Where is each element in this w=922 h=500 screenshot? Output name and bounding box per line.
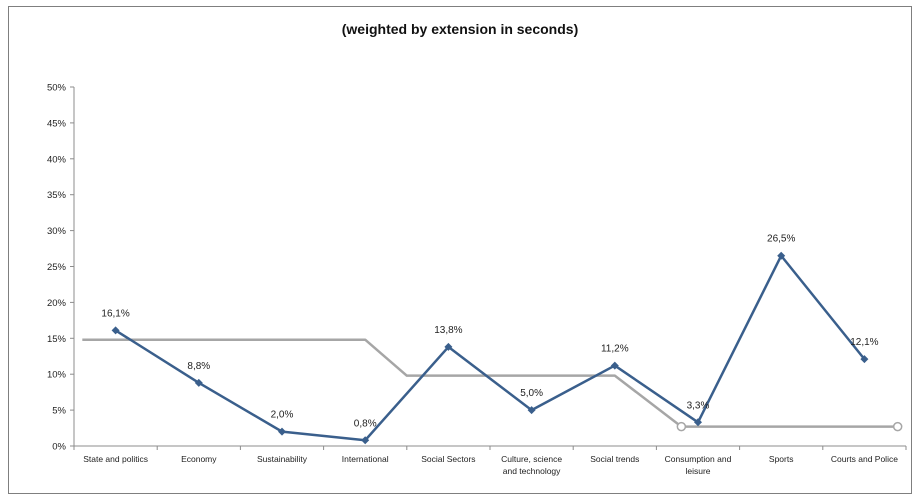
x-category-label: Social Sectors	[421, 454, 475, 464]
main-series-point	[527, 406, 536, 415]
main-series-point	[111, 326, 120, 335]
data-label: 2,0%	[271, 410, 294, 421]
chart-frame: (weighted by extension in seconds) 0% 5% 1…	[8, 6, 912, 494]
data-label: 12,1%	[850, 337, 878, 348]
data-label: 13,8%	[434, 325, 462, 336]
main-series-line	[114, 254, 866, 442]
x-category-label: Consumption and leisure	[665, 454, 732, 476]
data-label: 26,5%	[767, 234, 795, 245]
data-label: 3,3%	[687, 400, 710, 411]
y-tick-label: 15%	[47, 334, 67, 345]
main-series-point	[361, 436, 370, 445]
y-tick-label: 50%	[47, 83, 67, 94]
main-series-point	[694, 418, 702, 427]
data-label: 5,0%	[520, 388, 543, 399]
main-series-point	[278, 427, 286, 436]
main-series-point	[194, 378, 203, 387]
y-tick-label: 35%	[47, 190, 67, 201]
main-series-point	[860, 355, 869, 364]
x-category-label: State and politics	[83, 454, 148, 464]
y-tick-label: 20%	[47, 298, 67, 309]
x-category-label: International	[342, 454, 389, 464]
main-series-point	[610, 361, 619, 370]
x-category-label: Courts and Police	[831, 454, 898, 464]
reference-series-marker	[892, 421, 903, 432]
x-category-label: Sports	[769, 454, 794, 464]
main-series-point	[777, 251, 786, 260]
data-label: 8,8%	[187, 361, 210, 372]
reference-series-line	[82, 338, 898, 428]
data-label: 11,2%	[601, 344, 629, 355]
x-category-label: Economy	[181, 454, 217, 464]
y-tick-label: 25%	[47, 262, 67, 273]
y-tick-label: 45%	[47, 118, 67, 129]
x-category-label: Sustainability	[257, 454, 308, 464]
y-tick-label: 40%	[47, 154, 67, 165]
y-tick-label: 10%	[47, 370, 67, 381]
line-chart: 0% 5% 10% 15% 20% 25% 30% 35% 40% 45% 50% State and…	[47, 83, 907, 476]
data-label: 16,1%	[101, 308, 129, 319]
x-category-label: Social trends	[590, 454, 639, 464]
x-category-label: Culture, science and technology	[501, 454, 562, 476]
main-series-point	[444, 342, 453, 351]
y-tick-label: 5%	[52, 406, 66, 417]
reference-series-marker	[676, 421, 687, 432]
y-tick-label: 30%	[47, 226, 67, 237]
chart-title: (weighted by extension in seconds)	[341, 21, 579, 37]
data-label: 0,8%	[354, 418, 377, 429]
y-tick-label: 0%	[52, 442, 66, 453]
